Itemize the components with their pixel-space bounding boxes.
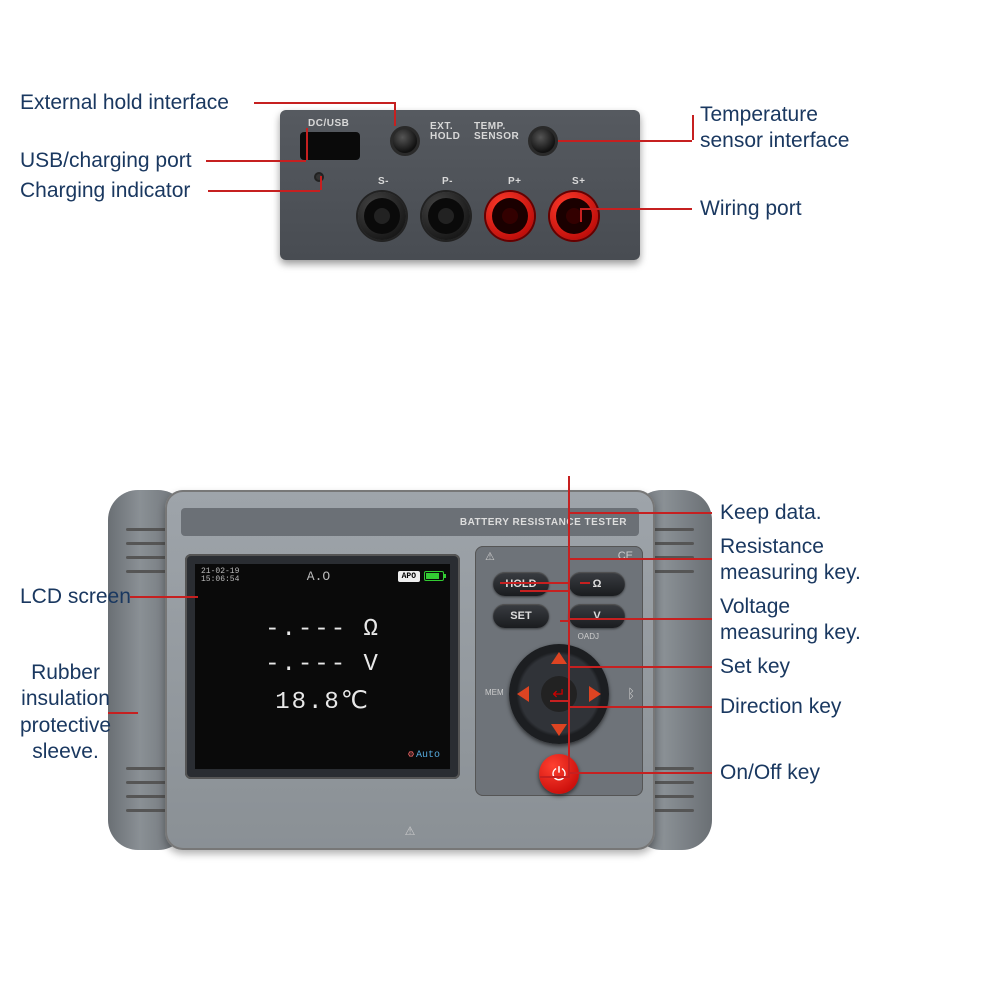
callout-dir-key: Direction key bbox=[720, 694, 841, 720]
wire bbox=[558, 140, 692, 142]
wire bbox=[560, 620, 570, 622]
lcd-ohm: -.--- Ω bbox=[195, 616, 450, 643]
temp-sensor-jack bbox=[528, 126, 558, 156]
bluetooth-icon: ᛒ bbox=[627, 686, 635, 701]
wire bbox=[208, 190, 320, 192]
wire bbox=[206, 160, 306, 162]
wire bbox=[568, 558, 712, 560]
callout-lcd: LCD screen bbox=[20, 584, 131, 610]
s-minus-label: S- bbox=[378, 176, 389, 187]
wire bbox=[568, 476, 570, 776]
banana-p-minus bbox=[422, 192, 470, 240]
wire bbox=[540, 776, 570, 778]
callout-wiring: Wiring port bbox=[700, 196, 802, 222]
wire bbox=[580, 582, 590, 584]
lcd-volt: -.--- V bbox=[195, 651, 450, 678]
ext-hold-jack bbox=[390, 126, 420, 156]
callout-ext-hold: External hold interface bbox=[20, 90, 229, 116]
ohm-button[interactable]: Ω bbox=[569, 572, 625, 596]
callout-sleeve: Rubber insulation protective sleeve. bbox=[20, 660, 111, 765]
callout-temp: Temperature sensor interface bbox=[700, 102, 849, 155]
lcd-mode: A.O bbox=[307, 569, 330, 584]
callout-resist-key: Resistance measuring key. bbox=[720, 534, 861, 587]
dc-usb-label: DC/USB bbox=[308, 118, 349, 129]
device: BATTERY RESISTANCE TESTER 21-02-19 15:06… bbox=[120, 490, 700, 850]
wire bbox=[692, 115, 694, 140]
power-button[interactable]: ⏻ bbox=[539, 754, 579, 794]
p-plus-label: P+ bbox=[508, 176, 522, 187]
arrow-right[interactable] bbox=[589, 686, 601, 702]
callout-usb: USB/charging port bbox=[20, 148, 192, 174]
s-plus-label: S+ bbox=[572, 176, 586, 187]
wire bbox=[580, 208, 582, 222]
device-body: BATTERY RESISTANCE TESTER 21-02-19 15:06… bbox=[165, 490, 655, 850]
callout-charge: Charging indicator bbox=[20, 178, 190, 204]
wire bbox=[568, 666, 712, 668]
dpad[interactable]: ↵ bbox=[509, 644, 609, 744]
lcd-auto: Auto bbox=[408, 749, 440, 761]
callout-keep-data: Keep data. bbox=[720, 500, 822, 526]
banana-s-plus bbox=[550, 192, 598, 240]
wire bbox=[500, 582, 568, 584]
charging-indicator-led bbox=[314, 172, 324, 182]
wire bbox=[580, 208, 692, 210]
banana-s-minus bbox=[358, 192, 406, 240]
set-button[interactable]: SET bbox=[493, 604, 549, 628]
callout-volt-key: Voltage measuring key. bbox=[720, 594, 861, 647]
wire bbox=[394, 102, 396, 126]
wire bbox=[568, 512, 712, 514]
lcd-screen: 21-02-19 15:06:54 A.O APO -.--- Ω -.--- … bbox=[195, 564, 450, 769]
warning-icon-bottom: ⚠ bbox=[405, 824, 416, 838]
wire bbox=[320, 176, 322, 190]
top-panel: DC/USB EXT. HOLD TEMP. SENSOR S- P- P+ S… bbox=[280, 110, 640, 260]
lcd-bezel: 21-02-19 15:06:54 A.O APO -.--- Ω -.--- … bbox=[185, 554, 460, 779]
lcd-apo: APO bbox=[398, 571, 420, 582]
wire bbox=[520, 590, 568, 592]
p-minus-label: P- bbox=[442, 176, 453, 187]
lcd-header: 21-02-19 15:06:54 A.O APO bbox=[195, 564, 450, 588]
hold-button[interactable]: HOLD bbox=[493, 572, 549, 596]
lcd-main: -.--- Ω -.--- V 18.8℃ bbox=[195, 588, 450, 716]
banana-p-plus bbox=[486, 192, 534, 240]
wire bbox=[130, 596, 198, 598]
keypad-ce-mark: CE bbox=[618, 550, 633, 563]
ext-hold-label: EXT. HOLD bbox=[430, 122, 460, 142]
volt-button[interactable]: V bbox=[569, 604, 625, 628]
callout-power-key: On/Off key bbox=[720, 760, 820, 786]
oadj-label: OADJ bbox=[578, 632, 599, 641]
temp-sensor-label: TEMP. SENSOR bbox=[474, 122, 519, 142]
usb-port-slot bbox=[300, 132, 360, 160]
arrow-up[interactable] bbox=[551, 652, 567, 664]
device-title: BATTERY RESISTANCE TESTER bbox=[460, 517, 627, 528]
wire bbox=[254, 102, 394, 104]
wire bbox=[568, 618, 712, 620]
callout-set-key: Set key bbox=[720, 654, 790, 680]
wire bbox=[108, 712, 138, 714]
arrow-left[interactable] bbox=[517, 686, 529, 702]
battery-icon bbox=[424, 571, 444, 581]
mem-label: MEM bbox=[485, 688, 504, 697]
wire bbox=[568, 772, 712, 774]
arrow-down[interactable] bbox=[551, 724, 567, 736]
wire bbox=[550, 700, 570, 702]
wire bbox=[568, 706, 712, 708]
lcd-temp: 18.8℃ bbox=[195, 686, 450, 716]
keypad-warning-icon: ⚠ bbox=[485, 550, 495, 563]
lcd-time: 15:06:54 bbox=[201, 575, 239, 584]
wire bbox=[306, 128, 308, 160]
